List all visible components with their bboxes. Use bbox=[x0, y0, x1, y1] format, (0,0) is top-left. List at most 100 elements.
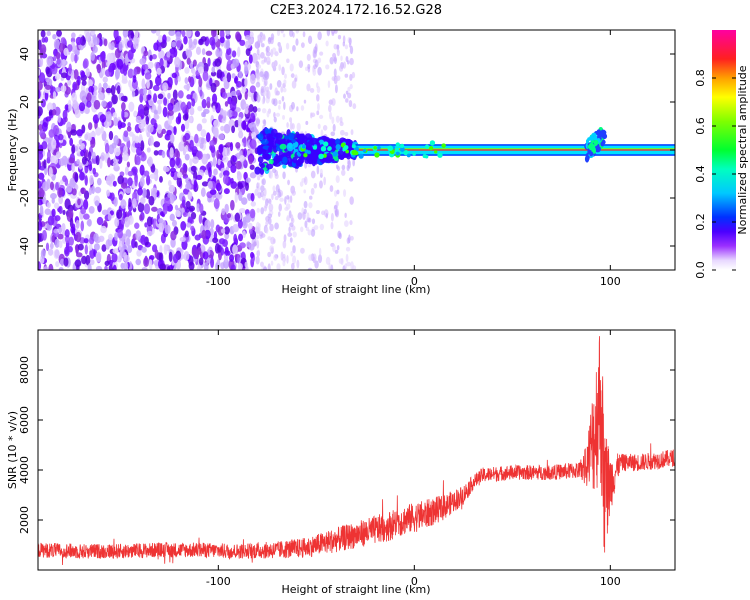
spectrogram-noise-cell bbox=[186, 49, 193, 59]
spectrogram-faint-cell bbox=[271, 193, 274, 200]
spectrogram-noise-cell bbox=[100, 225, 107, 234]
spectrogram-noise-cell bbox=[128, 197, 132, 208]
spectrogram-noise-cell bbox=[222, 155, 229, 163]
spectrogram-faint-cell bbox=[261, 192, 264, 197]
spectrogram-noise-cell bbox=[117, 175, 125, 185]
spectrogram-noise-cell bbox=[114, 232, 118, 241]
spectrogram-onset-cell bbox=[266, 133, 273, 140]
spectrogram-faint-cell bbox=[295, 38, 299, 46]
spectrogram-faint-cell bbox=[311, 218, 316, 225]
spectrogram-noise-cell bbox=[115, 36, 120, 42]
spectrogram-y-tick-label: -20 bbox=[18, 189, 31, 207]
spectrogram-noise-cell bbox=[142, 94, 148, 102]
spectrogram-faint-cell bbox=[334, 30, 338, 34]
spectrogram-noise-cell bbox=[201, 111, 206, 118]
spectrogram-faint-cell bbox=[262, 85, 267, 93]
spectrogram-noise-cell bbox=[123, 252, 127, 262]
spectrogram-noise-cell bbox=[156, 67, 162, 75]
spectrogram-noise-cell bbox=[112, 112, 118, 119]
spectrogram-noise-cell bbox=[199, 203, 204, 214]
spectrogram-faint-cell bbox=[307, 229, 312, 236]
spectrogram-noise-cell bbox=[64, 246, 70, 257]
spectrogram-noise-cell bbox=[249, 121, 257, 132]
spectrogram-noise-cell bbox=[39, 129, 46, 137]
spectrogram-noise-cell bbox=[210, 30, 217, 38]
spectrogram-faint-cell bbox=[347, 92, 352, 99]
spectrogram-noise-cell bbox=[215, 182, 222, 192]
spectrogram-noise-cell bbox=[73, 69, 79, 80]
spectrogram-noise-cell bbox=[130, 31, 135, 39]
spectrogram-faint-cell bbox=[260, 207, 265, 215]
snr-x-tick-label: -100 bbox=[206, 575, 231, 588]
spectrogram-faint-cell bbox=[319, 223, 325, 231]
spectrogram-noise-cell bbox=[235, 31, 241, 41]
spectrogram-noise-cell bbox=[132, 191, 138, 201]
spectrogram-noise-cell bbox=[243, 159, 247, 166]
spectrogram-noise-cell bbox=[208, 166, 212, 178]
spectrogram-noise-cell bbox=[238, 233, 244, 242]
spectrogram-faint-cell bbox=[344, 131, 349, 137]
spectrogram-noise-cell bbox=[146, 216, 153, 227]
spectrogram-faint-cell bbox=[304, 220, 308, 229]
spectrogram-noise-cell bbox=[186, 94, 192, 100]
spectrogram-faint-cell bbox=[274, 222, 279, 230]
spectrogram-noise-cell bbox=[182, 113, 189, 121]
spectrogram-noise-cell bbox=[90, 30, 96, 36]
spectrogram-noise-cell bbox=[164, 196, 171, 207]
spectrogram-noise-cell bbox=[41, 141, 48, 150]
spectrogram-noise-cell bbox=[226, 47, 232, 56]
spectrogram-noise-cell bbox=[117, 228, 123, 239]
spectrogram-noise-cell bbox=[123, 66, 128, 76]
spectrogram-faint-cell bbox=[303, 189, 307, 194]
spectrogram-noise-cell bbox=[85, 254, 91, 266]
spectrogram-noise-cell bbox=[85, 31, 91, 42]
spectrogram-faint-cell bbox=[282, 171, 286, 180]
spectrogram-bright-cell bbox=[406, 153, 411, 158]
spectrogram-noise-cell bbox=[190, 165, 197, 172]
spectrogram-faint-cell bbox=[340, 55, 343, 62]
spectrogram-noise-cell bbox=[245, 47, 251, 57]
spectrogram-onset-cell bbox=[263, 153, 272, 160]
spectrogram-bright-cell bbox=[403, 150, 409, 156]
spectrogram-noise-cell bbox=[201, 118, 207, 124]
spectrogram-noise-cell bbox=[157, 104, 162, 115]
spectrogram-faint-cell bbox=[329, 111, 332, 120]
spectrogram-noise-cell bbox=[120, 218, 125, 225]
spectrogram-noise-cell bbox=[168, 30, 176, 37]
spectrogram-disturbance-cell bbox=[593, 134, 597, 141]
spectrogram-faint-cell bbox=[312, 253, 317, 262]
spectrogram-faint-cell bbox=[328, 104, 332, 113]
spectrogram-faint-cell bbox=[283, 234, 287, 242]
spectrogram-faint-cell bbox=[278, 64, 282, 72]
spectrogram-onset-cell bbox=[259, 163, 266, 168]
spectrogram-faint-cell bbox=[317, 31, 322, 41]
spectrogram-faint-cell bbox=[333, 68, 337, 78]
spectrogram-noise-cell bbox=[170, 237, 176, 248]
spectrogram-noise-cell bbox=[84, 244, 89, 255]
spectrogram-y-tick-label: -40 bbox=[18, 237, 31, 255]
spectrogram-noise-cell bbox=[224, 101, 229, 107]
spectrogram-noise-cell bbox=[158, 217, 164, 224]
colorbar-ticks: 0.0 0.2 0.4 0.6 0.8 bbox=[694, 69, 736, 279]
spectrogram-noise-cell bbox=[183, 35, 188, 45]
spectrogram-faint-cell bbox=[349, 57, 354, 66]
spectrogram-onset-cell bbox=[268, 158, 274, 165]
spectrogram-bright-cell bbox=[373, 146, 377, 150]
spectrogram-faint-cell bbox=[289, 237, 293, 243]
spectrogram-noise-cell bbox=[84, 175, 88, 186]
spectrogram-faint-cell bbox=[257, 34, 261, 44]
spectrogram-onset-cell bbox=[282, 156, 288, 164]
spectrogram-noise-cell bbox=[90, 138, 96, 149]
spectrogram-noise-cell bbox=[51, 208, 56, 217]
spectrogram-faint-cell bbox=[274, 173, 279, 180]
spectrogram-faint-cell bbox=[274, 196, 279, 201]
spectrogram-faint-cell bbox=[318, 180, 323, 189]
spectrogram-faint-cell bbox=[336, 44, 340, 50]
spectrogram-noise-cell bbox=[134, 177, 138, 187]
spectrogram-noise-cell bbox=[85, 108, 90, 115]
spectrogram-noise-cell bbox=[202, 62, 209, 73]
spectrogram-noise-cell bbox=[224, 226, 230, 235]
spectrogram-faint-cell bbox=[289, 30, 294, 37]
spectrogram-noise-cell bbox=[224, 203, 229, 214]
spectrogram-noise-cell bbox=[231, 73, 236, 79]
